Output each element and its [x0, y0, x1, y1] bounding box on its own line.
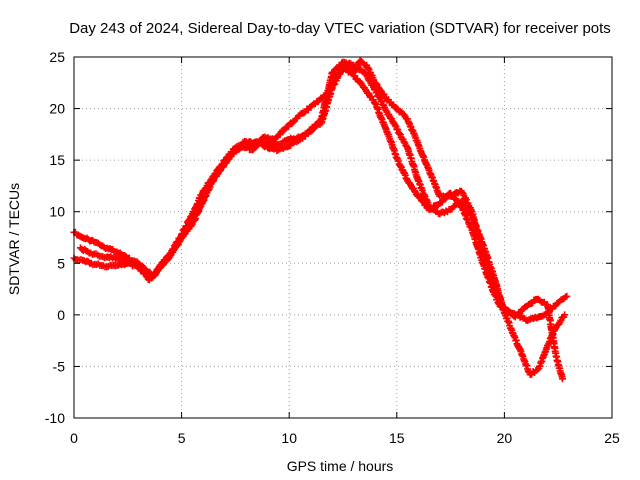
data-point-marker: [169, 246, 177, 254]
data-point-marker: [194, 207, 202, 215]
grid-lines: [74, 57, 612, 418]
y-tick-label: 25: [49, 49, 65, 65]
data-points: [70, 57, 571, 383]
data-point: [563, 292, 571, 300]
x-tick-label: 10: [281, 430, 297, 446]
data-point-marker: [139, 264, 147, 272]
data-point-marker: [224, 156, 232, 164]
data-point-marker: [391, 121, 399, 129]
data-point-marker: [351, 66, 359, 74]
x-tick-label: 5: [178, 430, 186, 446]
x-tick-label: 25: [604, 430, 620, 446]
x-tick-label: 20: [497, 430, 513, 446]
data-point-marker: [394, 126, 402, 134]
y-axis-label: SDTVAR / TECUs: [6, 183, 22, 295]
x-tick-label: 0: [70, 430, 78, 446]
data-point-marker: [225, 155, 233, 163]
y-tick-label: 20: [49, 101, 65, 117]
data-point-marker: [410, 187, 418, 195]
data-point-marker: [187, 220, 195, 228]
y-tick-label: 10: [49, 204, 65, 220]
data-point: [561, 311, 569, 319]
chart-title: Day 243 of 2024, Sidereal Day-to-day VTE…: [69, 20, 611, 37]
x-tick-label: 15: [389, 430, 405, 446]
data-point-marker: [186, 221, 194, 229]
data-point-marker: [154, 267, 162, 275]
data-point-marker: [166, 251, 174, 259]
plot-frame: [73, 56, 613, 419]
data-point-marker: [400, 138, 408, 146]
x-axis-label: GPS time / hours: [287, 458, 394, 474]
y-tick-label: 15: [49, 152, 65, 168]
series-track-3: [76, 57, 567, 383]
data-point-marker: [190, 214, 198, 222]
y-tick-label: 0: [57, 307, 65, 323]
y-tick-label: 5: [57, 255, 65, 271]
data-point-marker: [252, 143, 260, 151]
axes: 0 5 10 15 20 25 -10 -5 0 5 10 15 20 25: [45, 49, 620, 446]
data-point-marker: [300, 109, 308, 117]
y-tick-label: -5: [53, 358, 66, 374]
data-point: [559, 375, 567, 383]
y-tick-label: -10: [45, 410, 65, 426]
